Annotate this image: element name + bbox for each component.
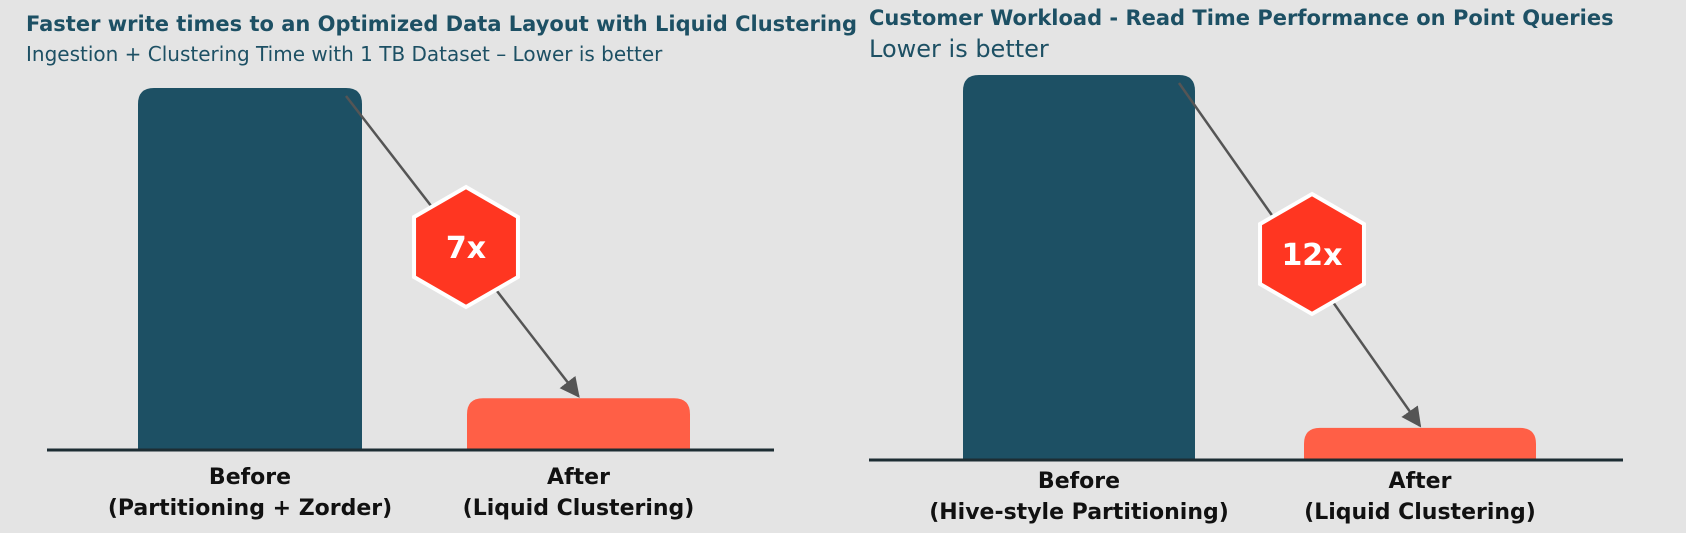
chart-title: Customer Workload - Read Time Performanc… <box>869 6 1614 30</box>
x-tick-label: Before (Hive-style Partitioning) <box>929 469 1229 525</box>
annotation: 7x <box>446 231 486 266</box>
bar <box>138 88 362 450</box>
x-tick-label: Before (Partitioning + Zorder) <box>107 465 393 521</box>
bar <box>963 75 1195 460</box>
chart-subtitle: Lower is better <box>869 35 1049 63</box>
x-tick-label: After (Liquid Clustering) <box>462 465 695 521</box>
bar <box>1304 427 1536 460</box>
bar <box>467 398 690 450</box>
annotation: 12x <box>1281 238 1342 273</box>
badge <box>412 184 520 310</box>
x-tick-label: After (Liquid Clustering) <box>1304 469 1536 525</box>
badge <box>1258 191 1366 317</box>
chart-title: Faster write times to an Optimized Data … <box>26 12 857 36</box>
chart-subtitle: Ingestion + Clustering Time with 1 TB Da… <box>26 42 663 66</box>
